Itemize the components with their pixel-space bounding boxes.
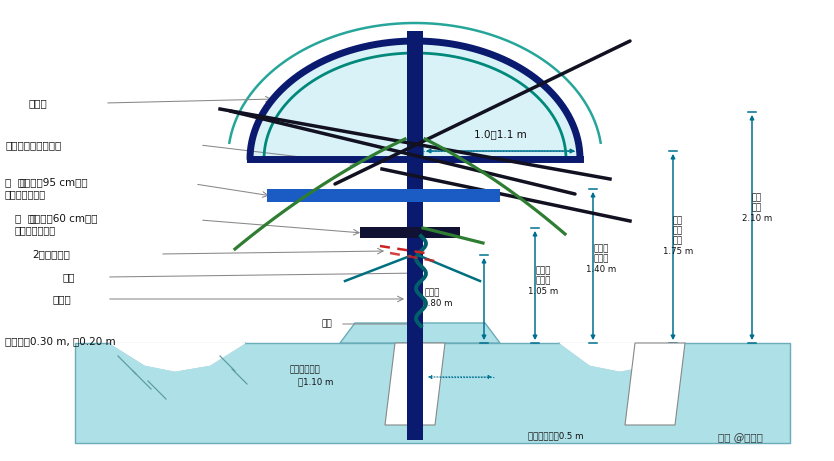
Text: 护枝钢
丝高约
1.40 m: 护枝钢 丝高约 1.40 m: [585, 244, 616, 274]
Text: 二: 二: [29, 213, 35, 223]
Bar: [360, 227, 460, 238]
Text: 水泥柱: 水泥柱: [52, 294, 71, 304]
Text: 一: 一: [19, 177, 25, 187]
Polygon shape: [250, 41, 580, 159]
Text: 绑枝钢
丝高约
1.05 m: 绑枝钢 丝高约 1.05 m: [528, 266, 558, 296]
Text: 底层钢
丝高0.80 m: 底层钢 丝高0.80 m: [412, 288, 452, 307]
Text: 主干: 主干: [322, 319, 333, 329]
Text: 遮雨
棚高
2.10 m: 遮雨 棚高 2.10 m: [742, 193, 772, 223]
Text: 排水沟宽0.30 m, 深0.20 m: 排水沟宽0.30 m, 深0.20 m: [5, 336, 116, 346]
Polygon shape: [340, 323, 500, 343]
Polygon shape: [75, 343, 790, 443]
Text: 端固定绑枝钢丝: 端固定绑枝钢丝: [15, 225, 56, 235]
Text: 头条 @青钱柳: 头条 @青钱柳: [718, 433, 763, 443]
Polygon shape: [625, 343, 685, 425]
Bar: [407, 31, 423, 440]
Text: 遮雨棚: 遮雨棚: [28, 98, 47, 108]
Text: 水泥柱入地约0.5 m: 水泥柱入地约0.5 m: [528, 431, 584, 441]
Text: 主蔓: 主蔓: [62, 272, 74, 282]
Text: 第  道横梁长95 cm，两: 第 道横梁长95 cm，两: [5, 177, 88, 187]
Text: 2根底层钢丝: 2根底层钢丝: [32, 249, 70, 259]
Text: 端固定护枝钢丝: 端固定护枝钢丝: [5, 189, 46, 199]
Polygon shape: [560, 343, 685, 371]
Text: 1.0～1.1 m: 1.0～1.1 m: [474, 129, 526, 139]
Text: 第  道横梁长60 cm，两: 第 道横梁长60 cm，两: [15, 213, 98, 223]
Text: 单侧种植畦面: 单侧种植畦面: [290, 366, 321, 374]
Text: 结果枝（斜白旺长）: 结果枝（斜白旺长）: [5, 140, 61, 150]
Text: 宽1.10 m: 宽1.10 m: [298, 378, 334, 386]
Polygon shape: [385, 343, 445, 425]
Text: 雨棚
横梁
高约
1.75 m: 雨棚 横梁 高约 1.75 m: [663, 216, 693, 256]
Polygon shape: [110, 343, 245, 371]
Bar: [267, 189, 500, 202]
